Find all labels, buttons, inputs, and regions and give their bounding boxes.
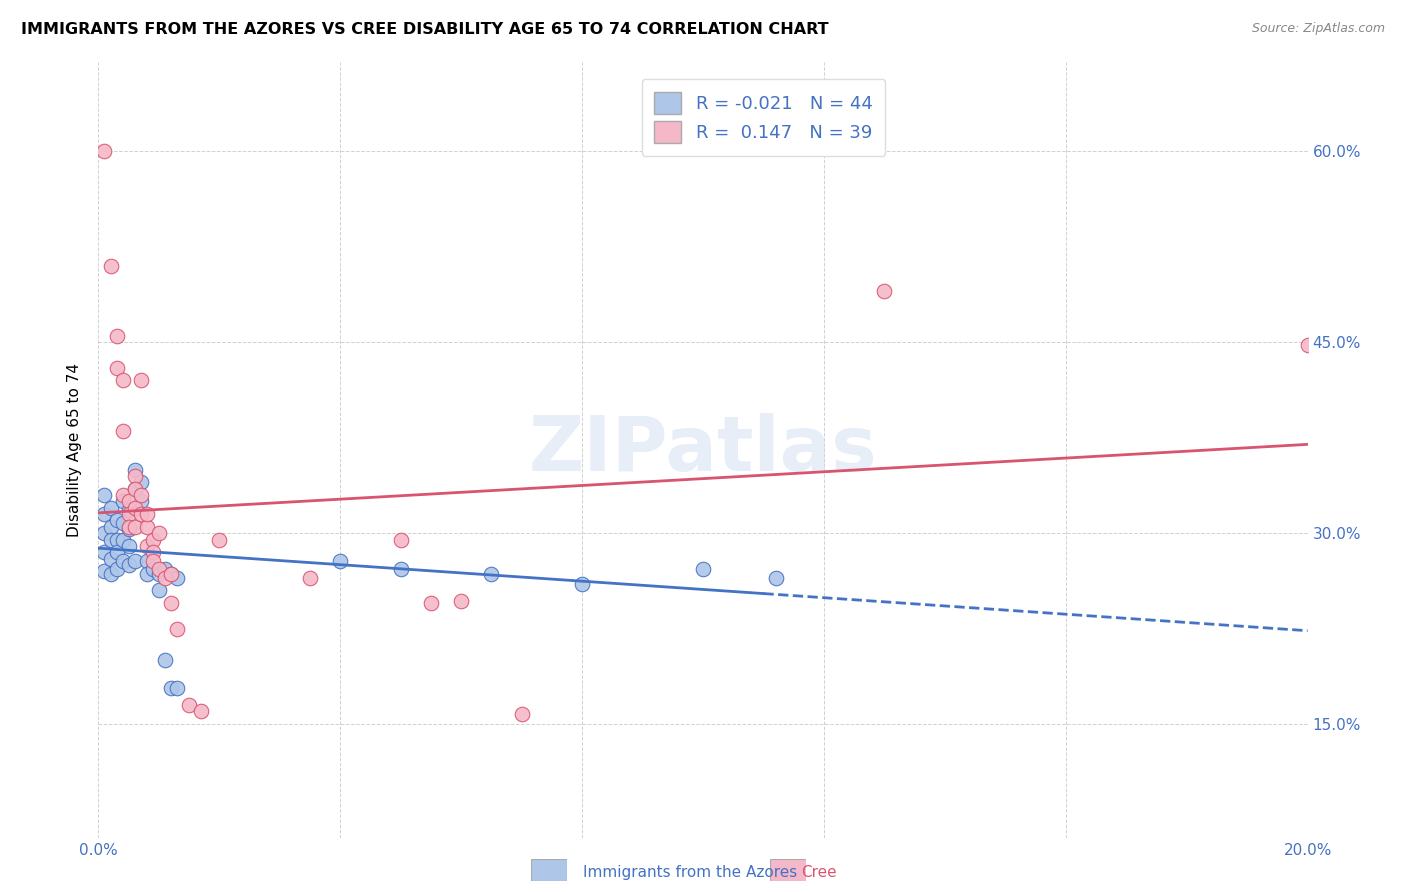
Point [481,566,503,581]
Point [510,706,533,721]
Point [129,374,152,388]
Point [166,622,188,636]
Point [389,533,412,547]
Point [148,583,170,598]
Point [93,526,115,541]
Point [135,566,157,581]
Point [153,653,176,667]
Point [148,526,170,541]
Point [111,516,134,530]
Point [93,545,115,559]
Point [105,533,128,547]
Point [124,554,146,568]
Point [153,571,176,585]
Point [124,482,146,496]
Point [160,566,183,581]
Point [148,566,170,581]
Point [299,571,322,585]
Point [450,593,472,607]
Point [111,425,134,439]
Point [105,360,128,375]
Point [389,562,412,576]
Point [100,520,122,534]
Point [160,596,183,610]
Point [124,482,146,496]
Point [873,285,896,299]
Point [118,558,141,572]
Text: Immigrants from the Azores: Immigrants from the Azores [583,865,797,880]
Point [129,488,152,502]
Point [111,533,134,547]
Point [160,681,183,696]
Point [420,596,443,610]
Point [148,562,170,576]
Point [100,566,122,581]
Text: IMMIGRANTS FROM THE AZORES VS CREE DISABILITY AGE 65 TO 74 CORRELATION CHART: IMMIGRANTS FROM THE AZORES VS CREE DISAB… [21,22,828,37]
Point [571,577,593,591]
Y-axis label: Disability Age 65 to 74: Disability Age 65 to 74 [67,363,83,538]
Point [124,462,146,476]
Point [1296,338,1319,352]
Point [129,475,152,490]
Point [166,681,188,696]
Point [118,503,141,517]
Point [93,507,115,521]
Point [111,494,134,508]
Point [100,551,122,566]
Point [93,488,115,502]
Point [142,554,165,568]
Point [118,494,141,508]
Point [129,507,152,521]
Point [124,520,146,534]
Point [100,533,122,547]
Point [135,507,157,521]
Point [135,539,157,553]
Point [124,469,146,483]
Text: Cree: Cree [801,865,837,880]
Point [135,554,157,568]
Point [142,533,165,547]
Point [692,562,714,576]
Point [100,259,122,273]
Point [118,507,141,521]
Point [118,520,141,534]
Point [118,539,141,553]
Point [179,698,201,712]
Point [118,522,141,536]
Point [105,329,128,343]
Point [208,533,231,547]
Point [111,374,134,388]
Point [100,500,122,515]
Point [153,562,176,576]
Point [142,545,165,559]
Point [166,571,188,585]
Point [765,571,787,585]
Point [111,488,134,502]
Point [160,566,183,581]
Point [93,564,115,578]
Legend: R = -0.021   N = 44, R =  0.147   N = 39: R = -0.021 N = 44, R = 0.147 N = 39 [641,79,886,156]
Point [129,494,152,508]
Point [111,554,134,568]
Text: ZIPatlas: ZIPatlas [529,414,877,487]
Point [135,520,157,534]
Point [329,554,352,568]
Point [105,513,128,527]
Point [93,145,115,159]
Point [105,545,128,559]
Point [190,704,212,718]
Point [142,562,165,576]
Point [124,500,146,515]
Point [105,562,128,576]
Text: Source: ZipAtlas.com: Source: ZipAtlas.com [1251,22,1385,36]
